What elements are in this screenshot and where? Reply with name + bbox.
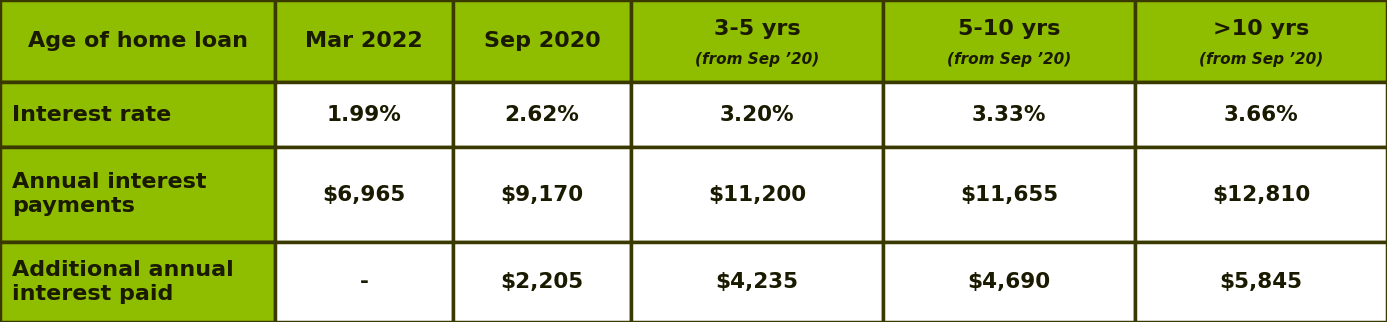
Text: (from Sep ’20): (from Sep ’20)	[947, 52, 1071, 67]
Bar	[0, 0, 275, 82]
Bar	[454, 147, 631, 242]
Bar	[0, 82, 275, 147]
Text: $6,965: $6,965	[322, 185, 405, 204]
Text: $11,655: $11,655	[960, 185, 1058, 204]
Bar	[631, 0, 884, 82]
Text: $9,170: $9,170	[501, 185, 584, 204]
Text: $12,810: $12,810	[1212, 185, 1311, 204]
Text: >10 yrs: >10 yrs	[1212, 19, 1309, 39]
Bar	[0, 147, 275, 242]
Bar	[631, 82, 884, 147]
Bar	[884, 242, 1135, 322]
Bar	[275, 0, 454, 82]
Text: $2,205: $2,205	[501, 272, 584, 292]
Text: $4,235: $4,235	[716, 272, 799, 292]
Text: Sep 2020: Sep 2020	[484, 31, 601, 51]
Bar	[631, 242, 884, 322]
Text: 3.33%: 3.33%	[972, 105, 1046, 125]
Text: -: -	[359, 272, 369, 292]
Bar	[631, 147, 884, 242]
Text: 5-10 yrs: 5-10 yrs	[958, 19, 1060, 39]
Text: (from Sep ’20): (from Sep ’20)	[695, 52, 820, 67]
Bar	[0, 82, 275, 147]
Bar	[275, 242, 454, 322]
Text: $4,690: $4,690	[968, 272, 1050, 292]
Text: Age of home loan: Age of home loan	[28, 31, 247, 51]
Text: 3.66%: 3.66%	[1223, 105, 1298, 125]
Bar	[0, 147, 275, 242]
Bar	[0, 242, 275, 322]
Text: $11,200: $11,200	[707, 185, 806, 204]
Text: (from Sep ’20): (from Sep ’20)	[1198, 52, 1323, 67]
Text: 2.62%: 2.62%	[505, 105, 580, 125]
Bar	[454, 242, 631, 322]
Text: 3-5 yrs: 3-5 yrs	[714, 19, 800, 39]
Text: $5,845: $5,845	[1219, 272, 1302, 292]
Bar	[884, 82, 1135, 147]
Text: Additional annual
interest paid: Additional annual interest paid	[12, 260, 234, 304]
Text: Mar 2022: Mar 2022	[305, 31, 423, 51]
Bar	[275, 147, 454, 242]
Bar	[454, 82, 631, 147]
Bar	[0, 242, 275, 322]
Text: 3.20%: 3.20%	[720, 105, 795, 125]
Bar	[275, 82, 454, 147]
Bar	[884, 147, 1135, 242]
Bar	[1135, 0, 1387, 82]
Text: Annual interest
payments: Annual interest payments	[12, 173, 207, 216]
Bar	[1135, 82, 1387, 147]
Text: 1.99%: 1.99%	[326, 105, 401, 125]
Bar	[1135, 242, 1387, 322]
Bar	[1135, 147, 1387, 242]
Bar	[454, 0, 631, 82]
Text: Interest rate: Interest rate	[12, 105, 171, 125]
Bar	[884, 0, 1135, 82]
